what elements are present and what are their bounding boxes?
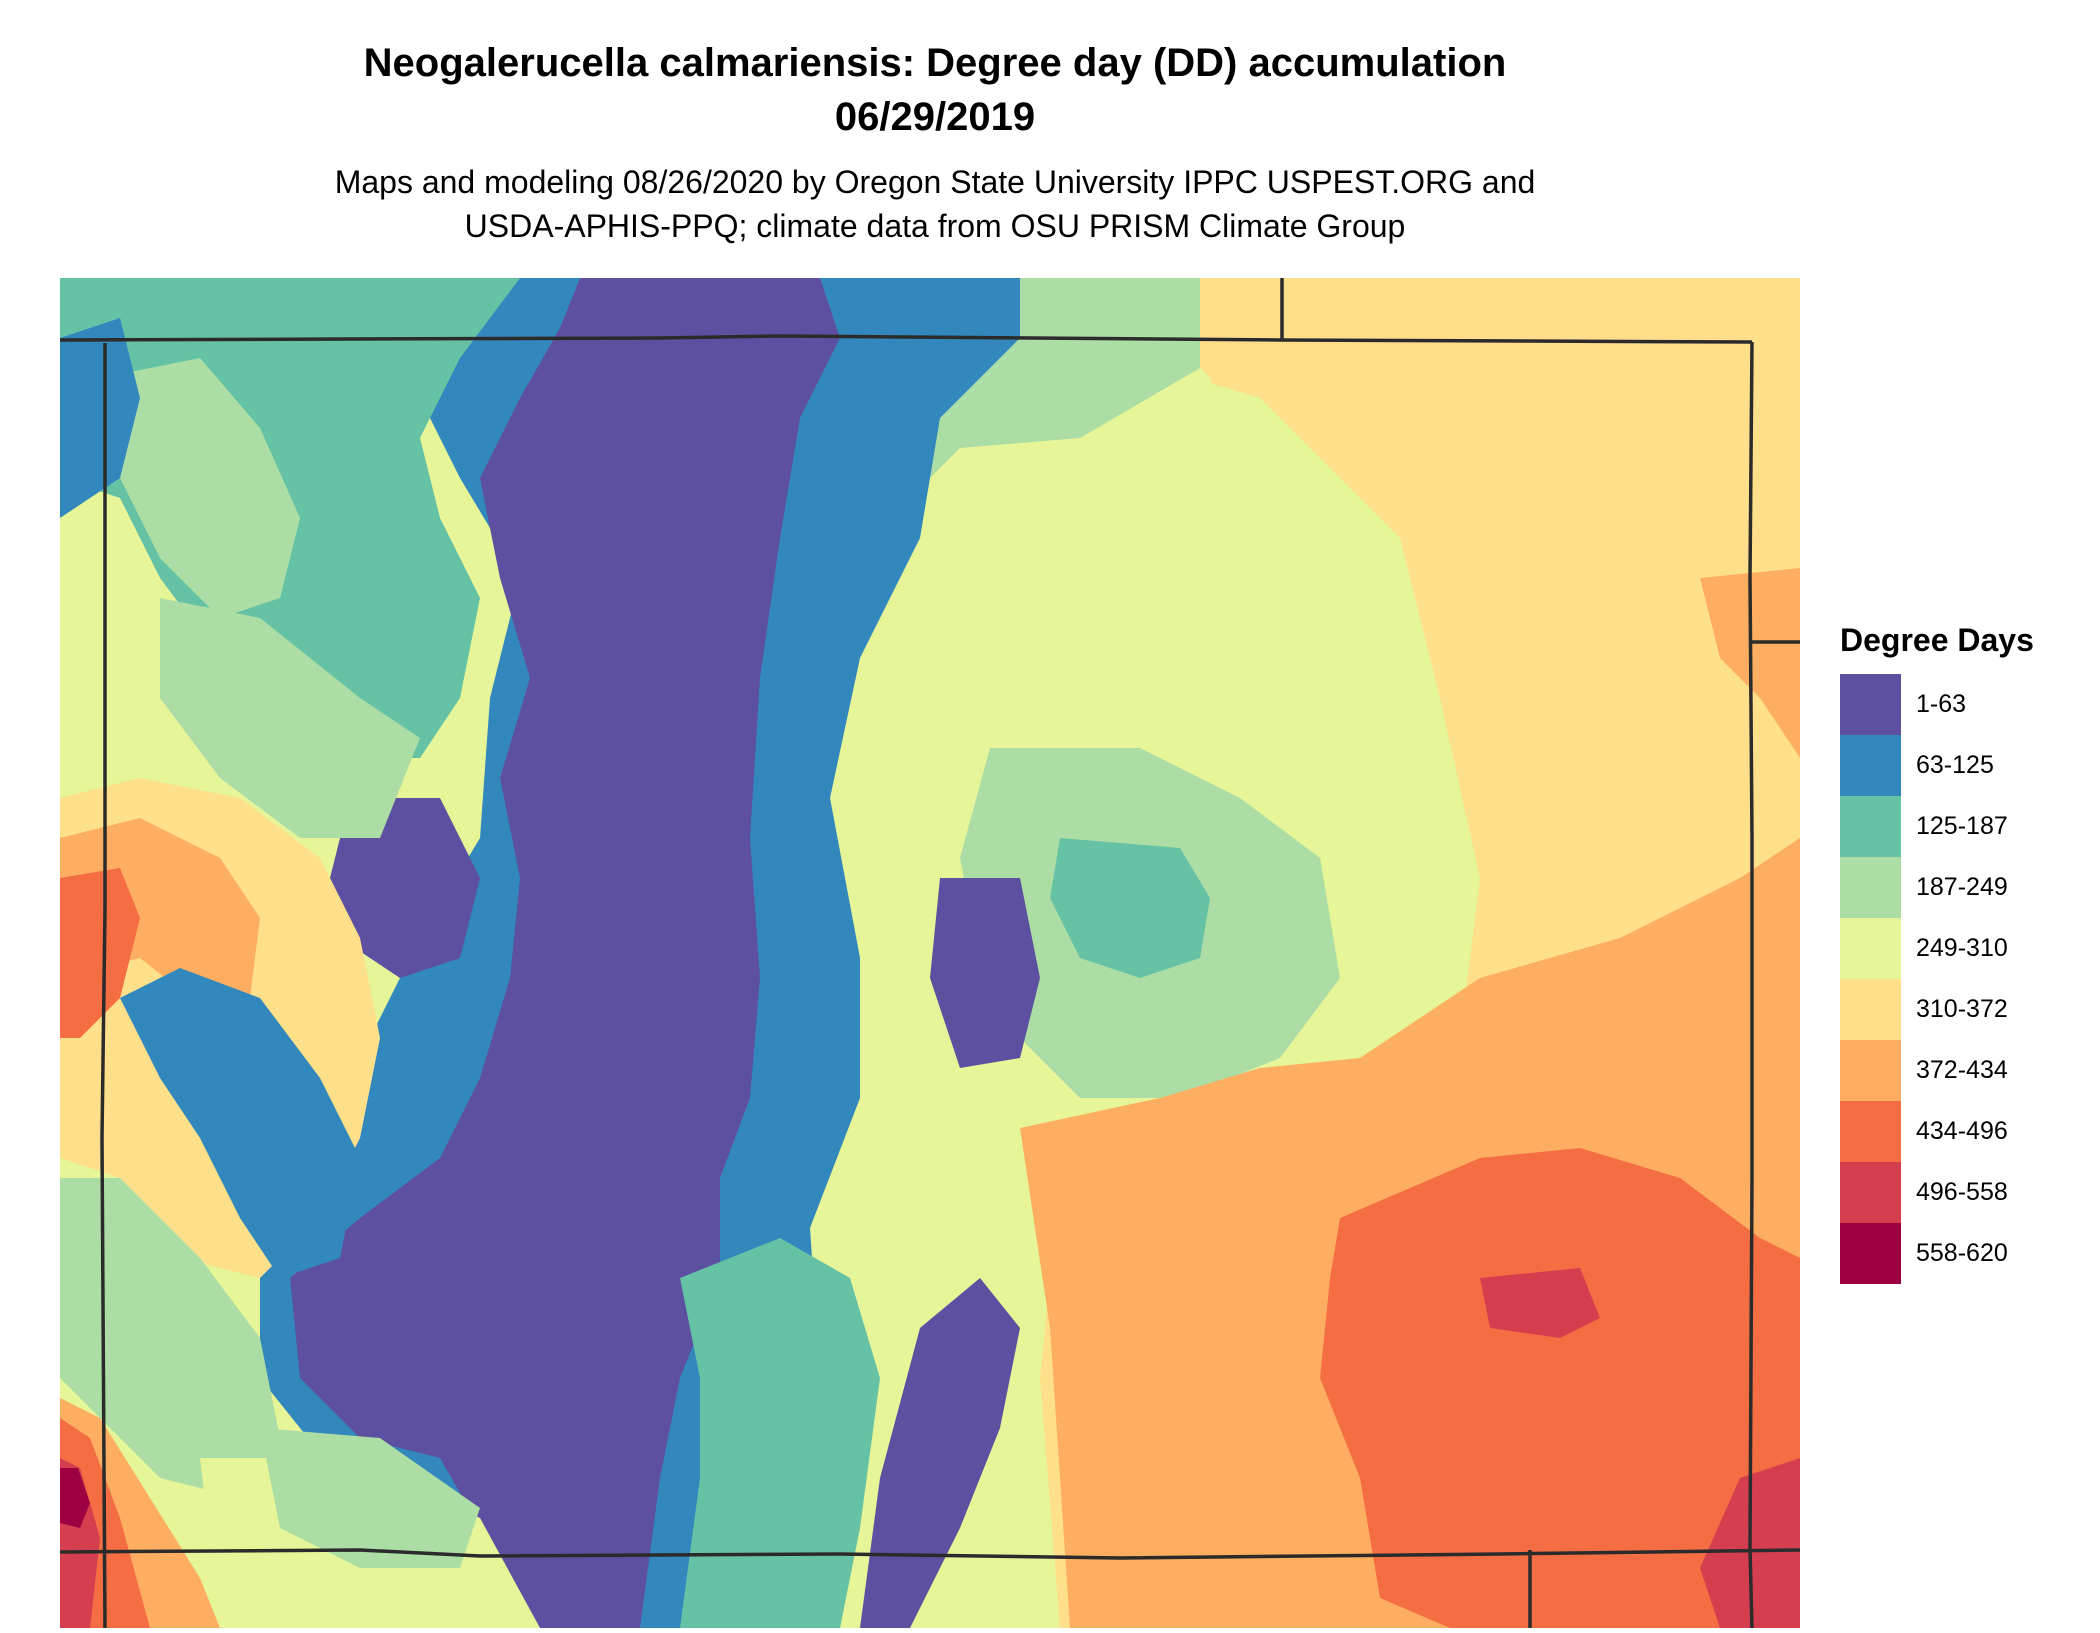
legend-label: 249-310 [1916,934,2008,962]
legend: Degree Days 1-63 63-125 125-187 187-249 249-… [1840,620,2090,1284]
map-title: Neogalerucella calmariensis: Degree day … [363,41,1507,85]
degree-day-map [60,278,1800,1628]
zone-sw-187-249 [60,1178,280,1498]
legend-title: Degree Days [1840,622,2034,658]
map-credit-line-2: USDA-APHIS-PPQ; climate data from OSU PR… [464,208,1406,244]
legend-label: 187-249 [1916,873,2008,901]
zone-wc-187-249 [160,598,420,838]
legend-swatch [1840,674,1901,735]
legend-item: 496-558 [1840,1162,2090,1223]
legend-item: 310-372 [1840,979,2090,1040]
legend-label: 125-187 [1916,812,2008,840]
legend-rows: 1-63 63-125 125-187 187-249 249-310 310-372 37… [1840,674,2090,1284]
legend-item: 125-187 [1840,796,2090,857]
legend-item: 63-125 [1840,735,2090,796]
legend-label: 310-372 [1916,995,2008,1023]
map-date: 06/29/2019 [834,95,1036,139]
legend-swatch [1840,1223,1901,1284]
state-boundary-lines [60,278,1800,1628]
zone-sw-63-125 [120,968,360,1278]
zone-s-187-249 [260,1428,480,1568]
legend-item: 558-620 [1840,1223,2090,1284]
legend-label: 558-620 [1916,1239,2008,1267]
legend-swatch [1840,979,1901,1040]
legend-swatch [1840,1162,1901,1223]
legend-swatch [1840,796,1901,857]
legend-swatch [1840,918,1901,979]
degree-day-raster [60,278,1800,1628]
zone-central-125-187 [1050,838,1210,978]
zone-east-434-496 [1320,1148,1800,1628]
zone-west-63-125 [60,318,140,518]
legend-label: 496-558 [1916,1178,2008,1206]
zone-east-496-558 [1480,1268,1600,1338]
legend-swatch [1840,1040,1901,1101]
legend-item: 372-434 [1840,1040,2090,1101]
legend-item: 187-249 [1840,857,2090,918]
legend-item: 434-496 [1840,1101,2090,1162]
legend-label: 434-496 [1916,1117,2008,1145]
zone-se-1-63 [930,878,1040,1068]
zone-nw-1-63 [330,798,480,978]
zone-sw-434-496 [60,868,140,1038]
zone-sw-corner-558-620 [60,1468,90,1528]
legend-label: 63-125 [1916,751,1994,779]
legend-swatch [1840,1101,1901,1162]
legend-label: 1-63 [1916,690,1967,718]
zone-sc-125-187 [680,1238,880,1628]
legend-swatch [1840,735,1901,796]
map-credit-line-1: Maps and modeling 08/26/2020 by Oregon S… [334,164,1536,200]
legend-label: 372-434 [1916,1056,2008,1084]
legend-swatch [1840,857,1901,918]
zone-west-187-249 [100,358,300,618]
legend-item: 249-310 [1840,918,2090,979]
zone-s-1-63 [860,1278,1020,1628]
legend-item: 1-63 [1840,674,2090,735]
